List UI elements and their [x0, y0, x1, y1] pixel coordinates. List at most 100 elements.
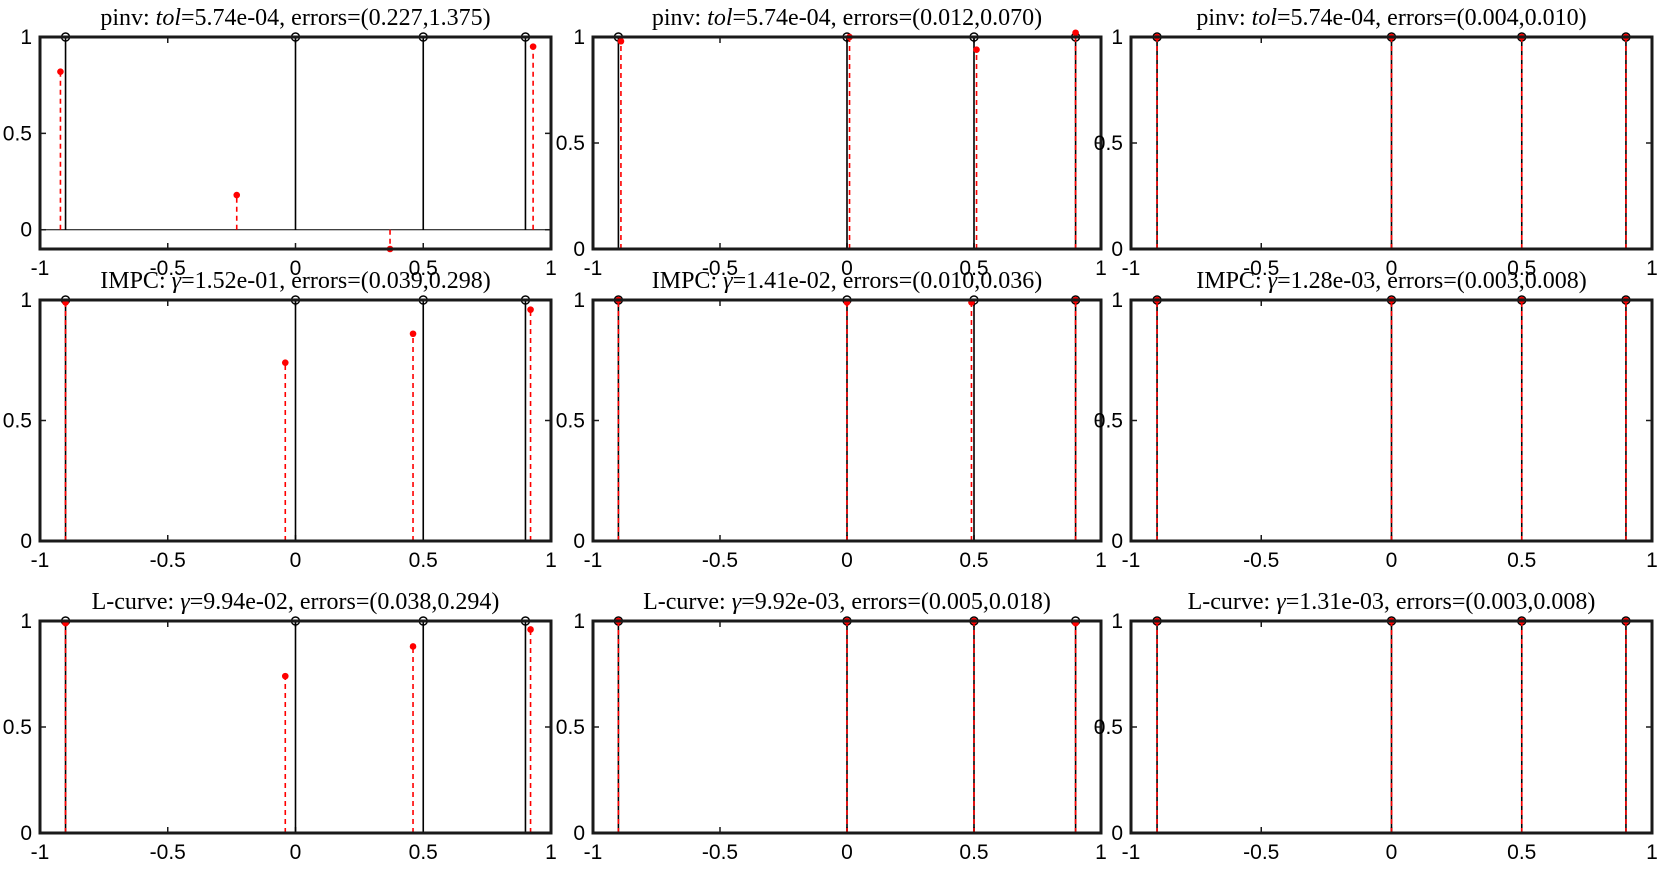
x-tick-label: -0.5 — [1243, 841, 1279, 864]
estimate-stem-marker — [409, 643, 417, 650]
y-tick-label: 1 — [20, 26, 32, 49]
subplot-title: pinv: tol=5.74e-04, errors=(0.227,1.375) — [100, 5, 490, 31]
title-text: =1.41e-02, errors=(0.010,0.036) — [733, 268, 1043, 294]
title-symbol: γ — [1268, 268, 1278, 294]
x-tick-label: 1 — [1095, 549, 1107, 572]
title-text: pinv: — [100, 5, 155, 31]
estimate-stem-marker — [57, 68, 64, 75]
y-tick-label: 1 — [20, 610, 32, 633]
y-tick-label: 0 — [20, 822, 32, 845]
axes-frame — [38, 298, 553, 543]
y-tick-label: 0.5 — [3, 122, 32, 145]
x-tick-label: 0.5 — [1507, 841, 1536, 864]
title-symbol: γ — [1276, 589, 1286, 615]
x-tick-label: 1 — [1646, 257, 1658, 280]
x-tick-label: -1 — [31, 549, 50, 572]
axes-frame — [1129, 619, 1654, 835]
subplot-title: IMPC: γ=1.28e-03, errors=(0.003,0.008) — [1196, 268, 1587, 294]
x-tick-label: 0.5 — [409, 841, 438, 864]
y-tick-label: 0 — [20, 219, 32, 242]
title-text: =1.28e-03, errors=(0.003,0.008) — [1277, 268, 1587, 294]
subplot-3-3: L-curve: γ=1.31e-03, errors=(0.003,0.008… — [1094, 589, 1658, 864]
x-tick-label: 1 — [1646, 549, 1658, 572]
y-tick-label: 0.5 — [1094, 716, 1123, 739]
x-tick-label: -1 — [31, 257, 50, 280]
title-text: =9.92e-03, errors=(0.005,0.018) — [741, 589, 1051, 615]
y-tick-label: 0.5 — [556, 716, 585, 739]
axes-frame — [1129, 298, 1654, 543]
x-tick-label: -0.5 — [150, 549, 186, 572]
x-tick-label: -0.5 — [702, 841, 738, 864]
y-tick-label: 0 — [1111, 822, 1123, 845]
y-tick-label: 0 — [20, 530, 32, 553]
title-text: L-curve: — [643, 589, 732, 615]
title-symbol: γ — [732, 589, 742, 615]
x-tick-label: 0 — [841, 549, 853, 572]
x-tick-label: 0.5 — [1507, 257, 1536, 280]
title-text: IMPC: — [652, 268, 723, 294]
x-tick-label: -0.5 — [150, 841, 186, 864]
title-symbol: tol — [707, 5, 733, 31]
subplot-title: L-curve: γ=9.94e-02, errors=(0.038,0.294… — [92, 589, 500, 615]
x-tick-label: -1 — [584, 257, 603, 280]
x-tick-label: -1 — [1122, 549, 1141, 572]
title-text: IMPC: — [1196, 268, 1267, 294]
y-tick-label: 1 — [1111, 610, 1123, 633]
y-tick-label: 1 — [573, 26, 585, 49]
subplot-title: IMPC: γ=1.41e-02, errors=(0.010,0.036) — [652, 268, 1043, 294]
y-tick-label: 0.5 — [3, 410, 32, 433]
x-tick-label: 0 — [1386, 841, 1398, 864]
x-tick-label: 1 — [1095, 841, 1107, 864]
title-text: =5.74e-04, errors=(0.012,0.070) — [733, 5, 1043, 31]
y-tick-label: 0 — [1111, 530, 1123, 553]
subplot-3-2: L-curve: γ=9.92e-03, errors=(0.005,0.018… — [556, 589, 1107, 864]
x-tick-label: 0 — [1386, 257, 1398, 280]
axes-frame — [591, 35, 1103, 251]
axes-frame — [38, 619, 553, 835]
y-tick-label: 0 — [1111, 238, 1123, 261]
title-text: =1.31e-03, errors=(0.003,0.008) — [1286, 589, 1596, 615]
title-text: pinv: — [652, 5, 707, 31]
x-tick-label: -1 — [584, 549, 603, 572]
subplot-1-3: pinv: tol=5.74e-04, errors=(0.004,0.010)… — [1094, 5, 1658, 280]
axes-frame — [38, 35, 553, 251]
x-tick-label: -1 — [1122, 841, 1141, 864]
subplot-title: L-curve: γ=1.31e-03, errors=(0.003,0.008… — [1188, 589, 1596, 615]
title-text: =5.74e-04, errors=(0.227,1.375) — [181, 5, 491, 31]
x-tick-label: 0 — [290, 841, 302, 864]
y-tick-label: 0 — [573, 530, 585, 553]
y-tick-label: 0.5 — [1094, 410, 1123, 433]
estimate-stem-marker — [527, 626, 534, 633]
x-tick-label: 0.5 — [959, 549, 988, 572]
x-tick-label: 1 — [1646, 841, 1658, 864]
estimate-stem-marker — [409, 330, 417, 338]
subplot-1-2: pinv: tol=5.74e-04, errors=(0.012,0.070)… — [556, 5, 1107, 280]
title-text: IMPC: — [100, 268, 171, 294]
axes-frame — [591, 298, 1103, 543]
title-text: =9.94e-02, errors=(0.038,0.294) — [190, 589, 500, 615]
title-symbol: tol — [156, 5, 182, 31]
estimate-stem-marker — [233, 191, 241, 199]
title-text: L-curve: — [92, 589, 181, 615]
title-symbol: γ — [172, 268, 182, 294]
estimate-stem-marker — [281, 359, 289, 366]
estimate-stem-marker — [281, 672, 289, 680]
estimate-stem-marker — [973, 46, 980, 54]
x-tick-label: 0.5 — [409, 549, 438, 572]
title-text: L-curve: — [1188, 589, 1277, 615]
subplot-2-2: IMPC: γ=1.41e-02, errors=(0.010,0.036) -1… — [556, 268, 1107, 572]
subplot-title: IMPC: γ=1.52e-01, errors=(0.039,0.298) — [100, 268, 491, 294]
title-text: =1.52e-01, errors=(0.039,0.298) — [181, 268, 491, 294]
x-tick-label: -0.5 — [702, 257, 738, 280]
x-tick-label: 1 — [545, 549, 557, 572]
x-tick-label: -0.5 — [1243, 549, 1279, 572]
subplot-1-1: pinv: tol=5.74e-04, errors=(0.227,1.375)… — [3, 5, 557, 280]
y-tick-label: 1 — [573, 610, 585, 633]
estimate-stem-marker — [529, 43, 537, 50]
estimate-stem-marker — [1072, 29, 1079, 37]
y-tick-label: 1 — [1111, 26, 1123, 49]
y-tick-label: 1 — [1111, 289, 1123, 312]
x-tick-label: -0.5 — [702, 549, 738, 572]
y-tick-label: 0.5 — [1094, 132, 1123, 155]
title-symbol: tol — [1252, 5, 1278, 31]
